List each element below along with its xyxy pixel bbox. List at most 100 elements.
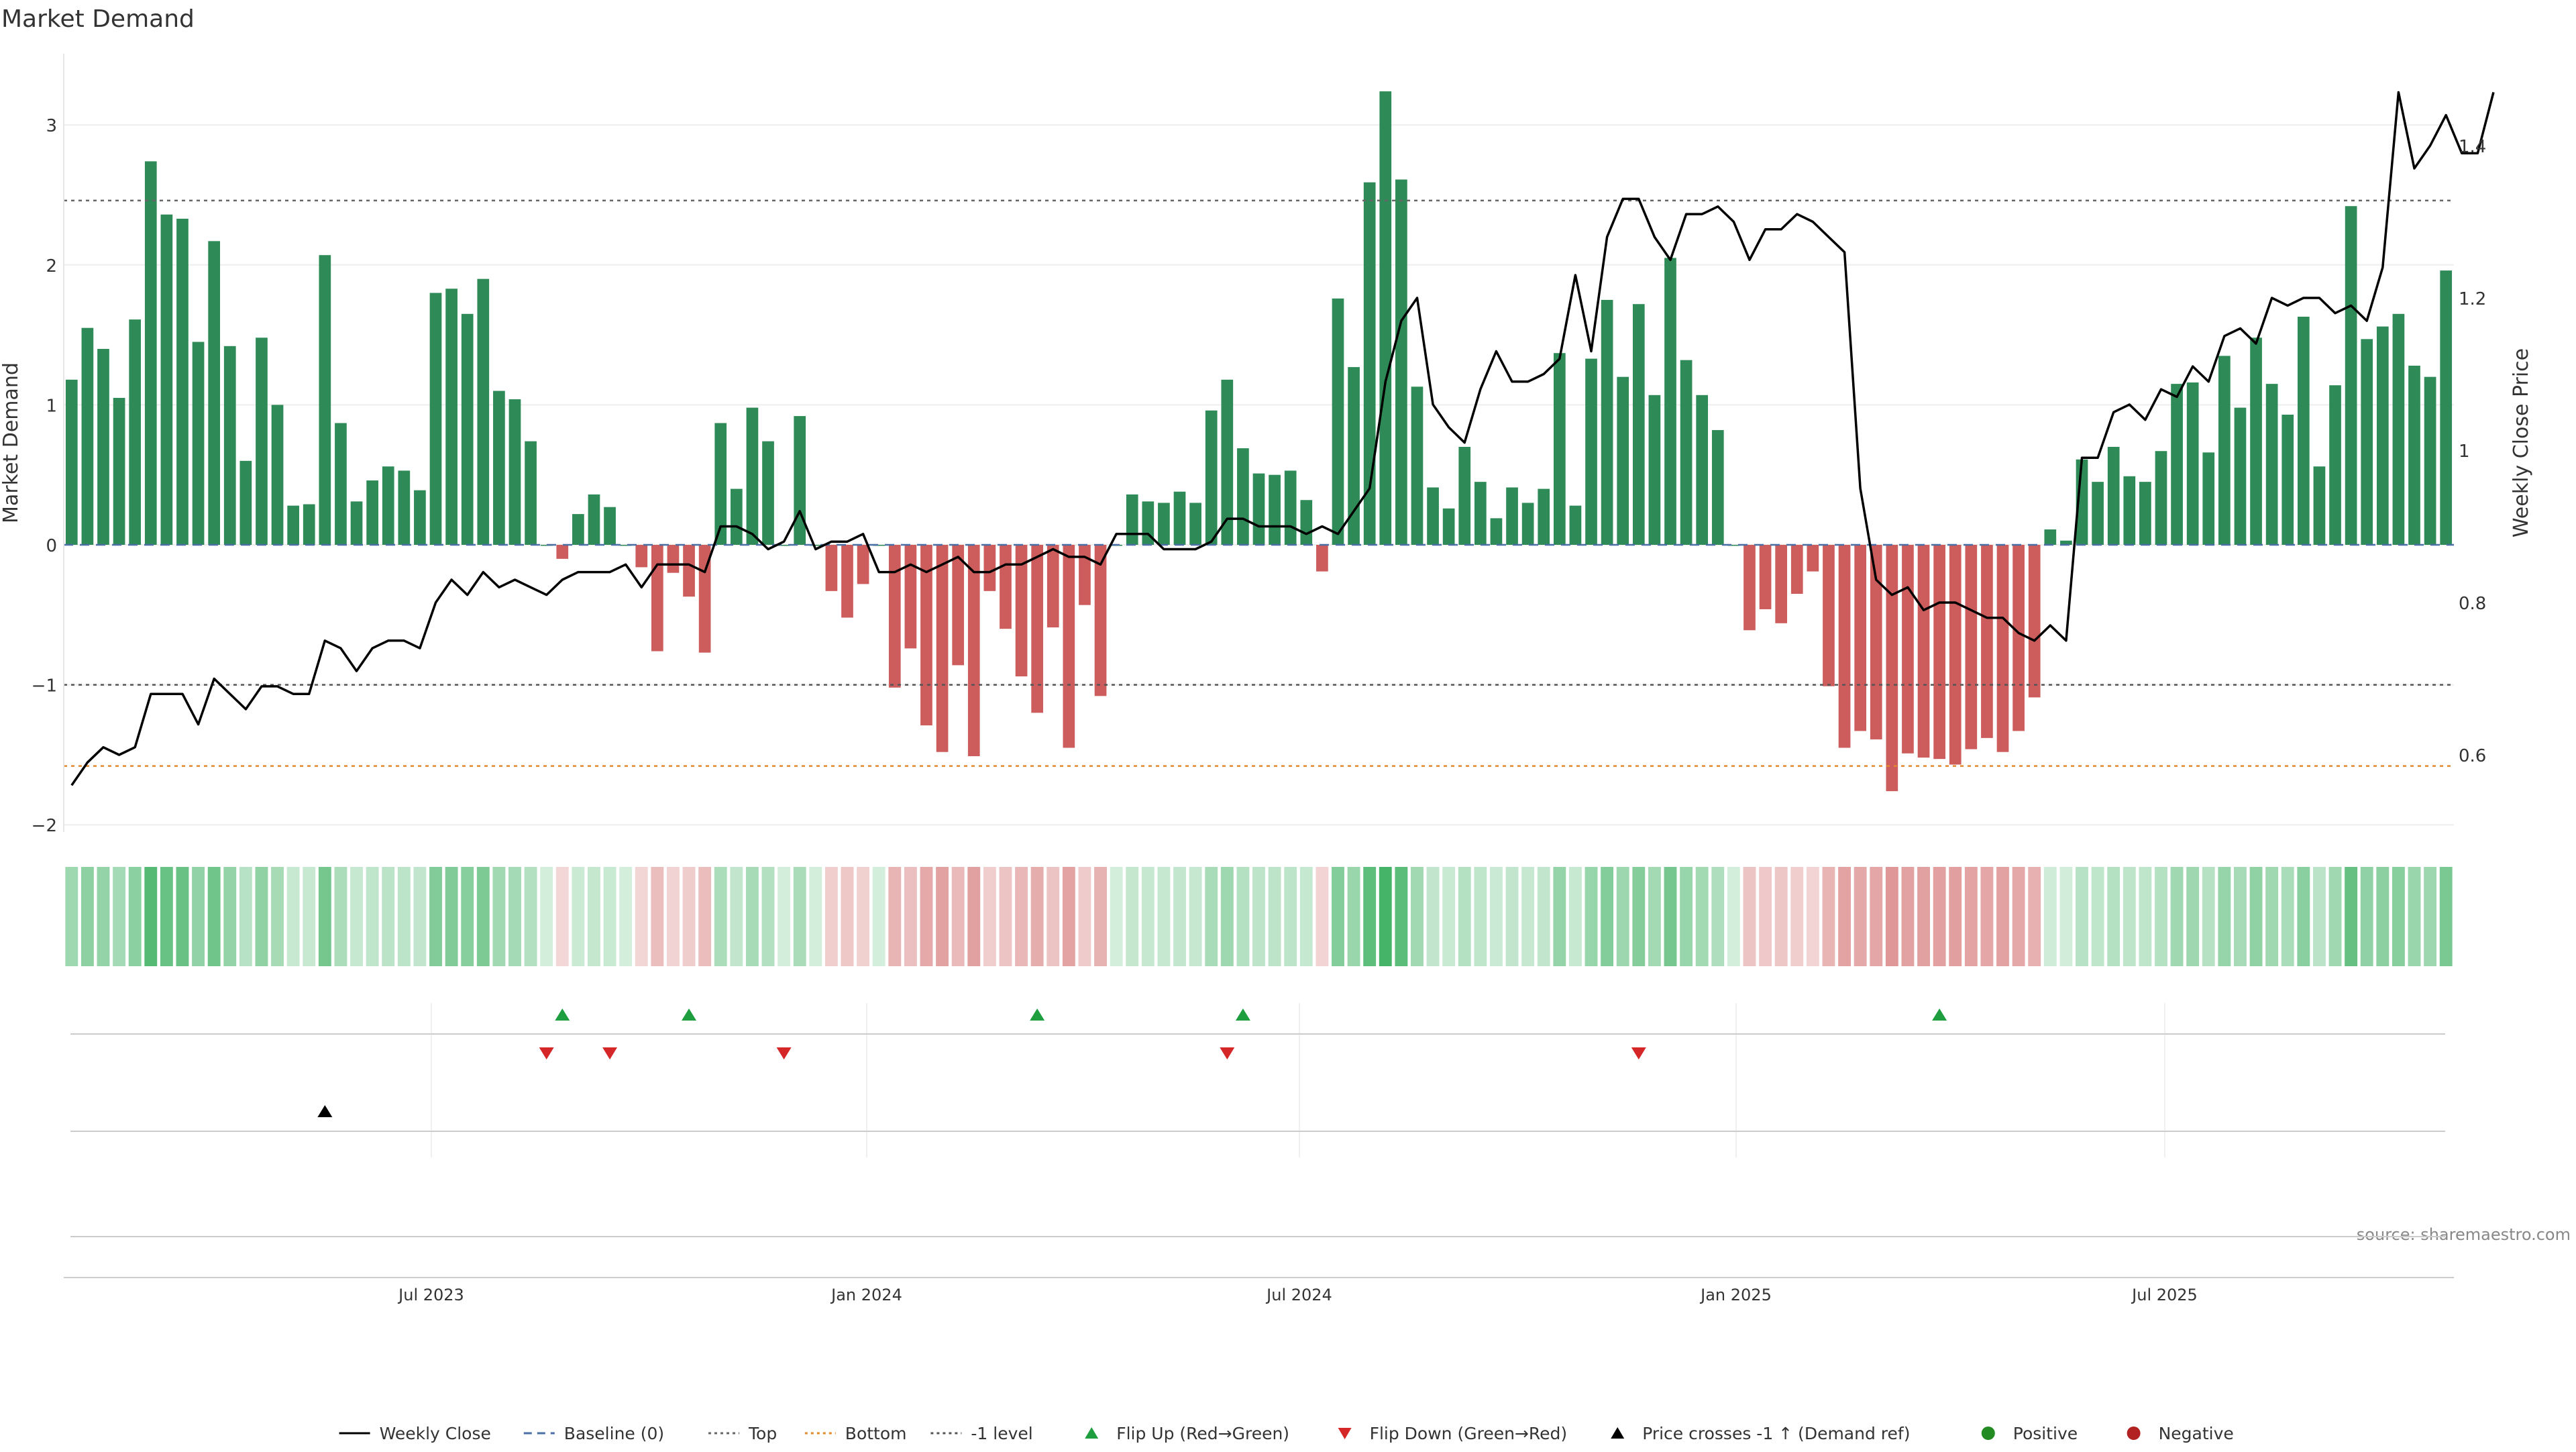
demand-bar (1902, 545, 1914, 754)
legend-item: Top (708, 1424, 777, 1443)
heat-cell (1110, 867, 1123, 966)
demand-bar (1348, 367, 1360, 545)
demand-bar (967, 545, 980, 756)
heat-cell (1094, 867, 1107, 966)
heat-cell (2312, 867, 2326, 966)
demand-bar (1981, 545, 1993, 738)
heat-cell (286, 867, 300, 966)
heat-cell (1774, 867, 1788, 966)
demand-bar (1046, 545, 1059, 628)
demand-bar (1996, 545, 2009, 752)
y-tick-label: −2 (32, 816, 57, 836)
demand-bar (1680, 360, 1693, 545)
heat-cell (2376, 867, 2390, 966)
heat-cell (2297, 867, 2310, 966)
heat-cell (1046, 867, 1060, 966)
demand-bar (2265, 384, 2278, 545)
demand-bar (1823, 545, 1835, 686)
demand-bar (335, 423, 347, 545)
legend-item: Positive (1981, 1424, 2078, 1443)
demand-bar (1664, 258, 1676, 545)
demand-bar (794, 416, 806, 545)
demand-bar (588, 494, 600, 545)
reference-levels (64, 199, 2454, 767)
heat-cell (1521, 867, 1535, 966)
demand-bar (1205, 410, 1218, 545)
legend-item: Bottom (804, 1424, 907, 1443)
legend-item: Baseline (0) (523, 1424, 664, 1443)
demand-bar (556, 545, 569, 559)
demand-bar (1917, 545, 1930, 758)
demand-bar (303, 504, 315, 545)
heat-cell (1030, 867, 1044, 966)
heat-cell (2170, 867, 2184, 966)
legend-circle-icon (1981, 1427, 1995, 1440)
legend-label: -1 level (971, 1424, 1032, 1443)
demand-bar (1189, 503, 1201, 545)
heat-cell (461, 867, 474, 966)
legend-item: -1 level (930, 1424, 1033, 1443)
heat-cell (1474, 867, 1487, 966)
heat-cell (1759, 867, 1772, 966)
heat-cell (999, 867, 1012, 966)
demand-bar (1458, 446, 1471, 545)
demand-bar (366, 480, 378, 545)
y-tick-label: 3 (46, 116, 57, 136)
flip-up-marker (682, 1008, 697, 1021)
demand-bar (746, 407, 759, 545)
x-tick-label: Jul 2024 (1265, 1286, 1332, 1304)
heat-cell (2076, 867, 2088, 966)
heat-cell (603, 867, 616, 966)
demand-bar (1094, 545, 1107, 696)
heat-cell (2249, 867, 2263, 966)
heat-cell (777, 867, 791, 966)
heat-cell (872, 867, 885, 966)
heat-cell (540, 867, 553, 966)
demand-bar (398, 470, 411, 545)
y-tick-label: 1 (46, 396, 57, 416)
y-tick-label: 2 (46, 256, 57, 276)
demand-bar (65, 379, 78, 545)
legend-label: Bottom (845, 1424, 907, 1443)
heat-cell (2123, 867, 2136, 966)
heat-cell (1458, 867, 1471, 966)
y-tick-label: 0 (46, 536, 57, 556)
demand-bar (2155, 451, 2167, 545)
demand-bar (1316, 545, 1328, 572)
legend-triangle-up-icon (1611, 1427, 1625, 1439)
demand-bar (81, 327, 94, 545)
heat-cell (951, 867, 965, 966)
demand-bar (223, 346, 236, 545)
demand-bar (2361, 339, 2373, 545)
demand-bar (920, 545, 932, 726)
heat-cell (492, 867, 506, 966)
demand-bar (382, 466, 394, 545)
demand-bar (2297, 316, 2310, 545)
demand-bar (936, 545, 949, 752)
heat-cell (476, 867, 490, 966)
demand-bar (2345, 206, 2357, 545)
demand-bar (1490, 518, 1503, 545)
demand-bar (160, 214, 173, 545)
demand-bar (1949, 545, 1962, 765)
heat-cell (635, 867, 648, 966)
heat-cell (2012, 867, 2025, 966)
heat-cell (128, 867, 142, 966)
demand-bar (1379, 91, 1392, 546)
demand-bar (1079, 545, 1091, 605)
heat-cell (2059, 867, 2073, 966)
demand-bar (1000, 545, 1012, 629)
heat-cell (2155, 867, 2167, 966)
demand-bar (857, 545, 869, 584)
heat-cell (1553, 867, 1566, 966)
demand-bar (2376, 326, 2389, 545)
heat-cell (1395, 867, 1408, 966)
demand-bar (1838, 545, 1851, 748)
demand-bar (1886, 545, 1898, 792)
heat-cell (524, 867, 537, 966)
demand-bar (2186, 382, 2199, 545)
heat-cell (160, 867, 173, 966)
y2-tick-label: 1.4 (2459, 137, 2486, 157)
heat-cell (2392, 867, 2405, 966)
event-panels (70, 1003, 2445, 1237)
